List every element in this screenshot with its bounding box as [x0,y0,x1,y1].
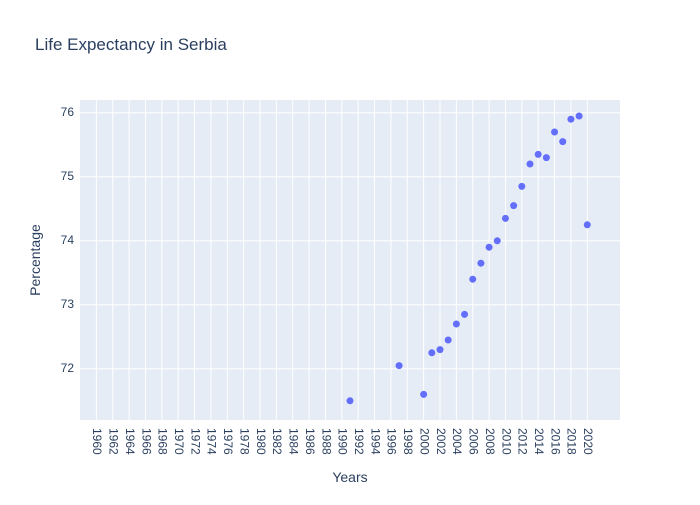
data-point [501,214,509,222]
y-tick-label: 73 [61,297,75,311]
data-point [436,346,444,354]
data-points [346,112,591,405]
data-point [346,397,354,405]
data-point [452,320,460,328]
x-tick-label: 2014 [532,428,546,455]
data-point [395,362,403,370]
x-tick-label: 1980 [254,428,268,455]
x-tick-label: 2012 [516,428,530,455]
data-point [575,112,583,120]
data-point [526,160,534,168]
x-tick-label: 1972 [188,428,202,455]
y-gridlines [80,112,620,370]
x-tick-label: 1970 [172,428,186,455]
data-point [420,390,428,398]
x-tick-label: 2008 [483,428,497,455]
x-tick-label: 2016 [548,428,562,455]
y-tick-label: 75 [61,169,75,183]
x-tick-label: 1982 [270,428,284,455]
x-tick-label: 1976 [221,428,235,455]
x-tick-label: 2018 [565,428,579,455]
x-tick-label: 2006 [467,428,481,455]
x-tick-label: 1978 [237,428,251,455]
y-tick-label: 72 [61,361,75,375]
plot-area [80,100,620,420]
data-point [444,336,452,344]
x-tick-label: 1984 [287,428,301,455]
x-tick-label: 1986 [303,428,317,455]
data-point [461,310,469,318]
x-tick-label: 1968 [156,428,170,455]
x-tick-label: 1990 [336,428,350,455]
x-tick-label: 2000 [417,428,431,455]
x-tick-label: 1998 [401,428,415,455]
data-point [477,259,485,267]
y-tick-label: 74 [61,233,75,247]
data-point [534,150,542,158]
x-tick-label: 1988 [319,428,333,455]
x-tick-label: 2020 [581,428,595,455]
x-tick-labels: 1960 1962 1964 1966 1968 1970 1972 1974 1976 1978… [90,428,595,455]
x-tick-label: 2010 [499,428,513,455]
data-point [493,237,501,245]
data-point [559,138,567,146]
data-point [583,221,591,229]
data-point [567,115,575,123]
y-axis-title: Percentage [27,224,43,296]
x-tick-label: 1996 [385,428,399,455]
data-point [518,182,526,190]
x-tick-label: 1992 [352,428,366,455]
x-tick-label: 1966 [139,428,153,455]
x-tick-label: 1974 [205,428,219,455]
x-tick-label: 1960 [90,428,104,455]
y-tick-labels: 72 73 74 75 76 [61,105,75,375]
data-point [551,128,559,136]
chart-title: Life Expectancy in Serbia [35,35,227,54]
y-tick-label: 76 [61,105,75,119]
data-point [485,243,493,251]
x-tick-label: 1994 [368,428,382,455]
x-gridlines [95,100,588,420]
data-point [542,154,550,162]
x-tick-label: 1962 [107,428,121,455]
data-point [469,275,477,283]
data-point [428,349,436,357]
data-point [510,202,518,210]
x-tick-label: 2002 [434,428,448,455]
x-tick-label: 2004 [450,428,464,455]
x-axis-title: Years [332,469,367,485]
x-tick-label: 1964 [123,428,137,455]
